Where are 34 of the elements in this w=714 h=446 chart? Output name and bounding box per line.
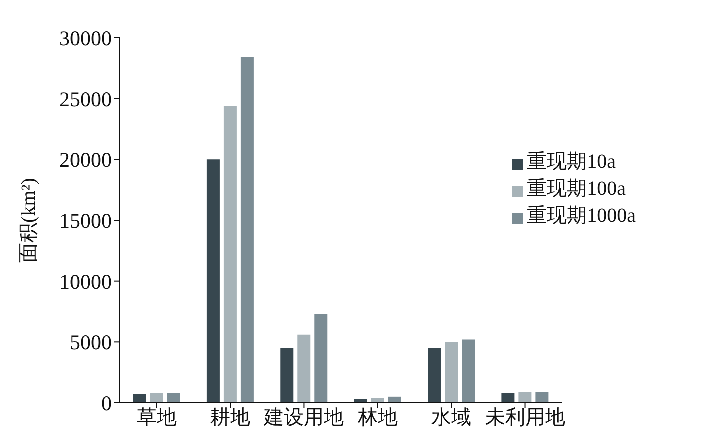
bar (428, 348, 442, 403)
bar (502, 393, 515, 403)
legend-label: 重现期1000a (527, 205, 636, 227)
y-tick-label: 10000 (60, 270, 112, 294)
bar (462, 340, 476, 403)
bar (314, 314, 328, 403)
bar (206, 160, 220, 403)
y-tick-label: 15000 (60, 208, 112, 233)
x-tick-label: 林地 (356, 407, 398, 430)
y-tick-label: 0 (102, 391, 112, 416)
bar (224, 106, 237, 403)
bar (298, 334, 311, 403)
bar (280, 348, 294, 403)
bar (240, 57, 254, 403)
legend-label: 重现期10a (527, 151, 616, 173)
bar (167, 393, 180, 403)
y-tick-label: 25000 (60, 87, 112, 112)
y-tick-label: 30000 (60, 26, 112, 50)
y-tick-label: 5000 (70, 330, 112, 355)
bar (445, 342, 458, 403)
y-tick-label: 20000 (60, 148, 112, 172)
x-tick-label: 未利用地 (485, 407, 566, 430)
y-axis-title: 面积(km²) (18, 178, 40, 263)
x-tick-label: 草地 (136, 407, 177, 430)
legend-label: 重现期100a (527, 178, 626, 200)
x-tick-label: 水域 (432, 407, 472, 430)
bar (536, 392, 549, 403)
bar (388, 396, 402, 403)
x-tick-label: 耕地 (210, 407, 251, 430)
bar (518, 392, 532, 403)
bar (133, 394, 146, 403)
bar (371, 398, 384, 403)
x-tick-label: 建设用地 (263, 407, 344, 430)
bar (150, 393, 164, 403)
